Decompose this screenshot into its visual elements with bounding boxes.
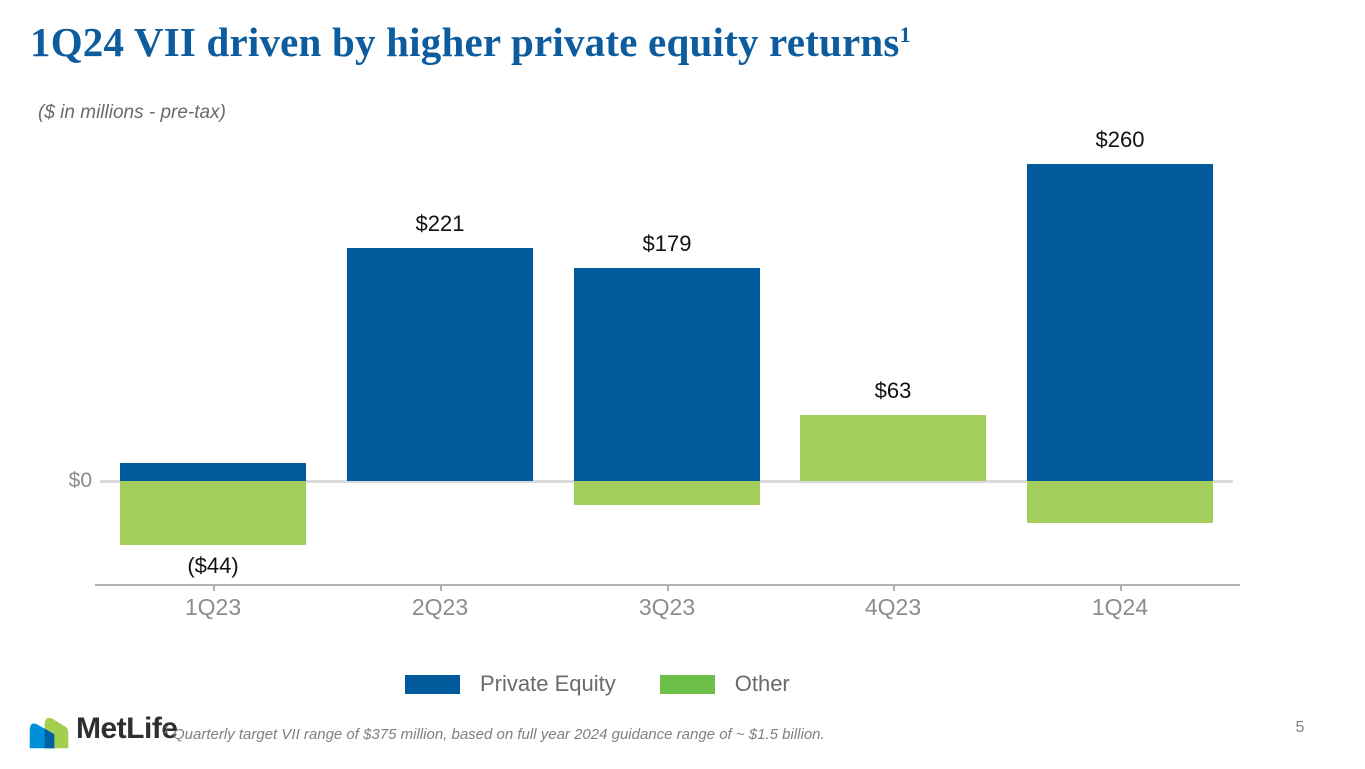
page-number: 5 [1295, 719, 1305, 736]
footnote-text: Quarterly target VII range of $375 milli… [173, 726, 825, 743]
bar-segment-other-1q24 [1027, 481, 1213, 523]
bar-segment-private-equity-2q23 [347, 248, 533, 481]
x-axis-label-4q23: 4Q23 [864, 594, 922, 620]
bar-segment-private-equity-1q23 [120, 463, 306, 481]
data-label-3q23: $179 [642, 231, 692, 256]
bar-segment-other-4q23 [800, 415, 986, 481]
footnote-marker: 1 [163, 724, 169, 736]
footnote: 1 Quarterly target VII range of $375 mil… [163, 724, 825, 743]
bar-segment-private-equity-3q23 [574, 268, 760, 481]
page-title-text: 1Q24 VII driven by higher private equity… [30, 19, 900, 65]
metlife-logo-icon [29, 717, 69, 749]
data-label-4q23: $63 [874, 378, 912, 403]
x-axis-tick-2q23 [440, 584, 442, 591]
chart-units-note: ($ in millions - pre-tax) [38, 102, 226, 123]
x-axis-tick-4q23 [893, 584, 895, 591]
legend-label-other: Other [734, 671, 790, 696]
data-label-2q23: $221 [415, 211, 465, 236]
metlife-logo: MetLife [28, 708, 178, 750]
bar-segment-other-1q23 [120, 481, 306, 545]
page-title: 1Q24 VII driven by higher private equity… [30, 18, 911, 66]
data-label-1q23: ($44) [187, 553, 239, 578]
x-axis-tick-1q23 [213, 584, 215, 591]
other-swatch [659, 674, 715, 694]
x-axis-label-3q23: 3Q23 [638, 594, 696, 620]
x-axis-label-1q24: 1Q24 [1091, 594, 1149, 620]
metlife-wordmark: MetLife [76, 712, 178, 745]
page-title-footnote-marker: 1 [899, 22, 912, 47]
legend-item-other: Other [659, 671, 790, 697]
x-axis-tick-1q24 [1120, 584, 1122, 591]
x-axis-label-2q23: 2Q23 [411, 594, 469, 620]
legend-item-private-equity: Private Equity [405, 671, 616, 697]
bar-segment-other-3q23 [574, 481, 760, 505]
legend-label-private-equity: Private Equity [480, 671, 616, 696]
x-axis-tick-3q23 [667, 584, 669, 591]
private-equity-swatch [405, 674, 460, 694]
y-axis-zero-label: $0 [68, 469, 92, 492]
data-label-1q24: $260 [1095, 127, 1145, 152]
chart-legend: Private Equity Other [405, 671, 790, 697]
x-axis-label-1q23: 1Q23 [184, 594, 242, 620]
bar-segment-private-equity-1q24 [1027, 164, 1213, 481]
